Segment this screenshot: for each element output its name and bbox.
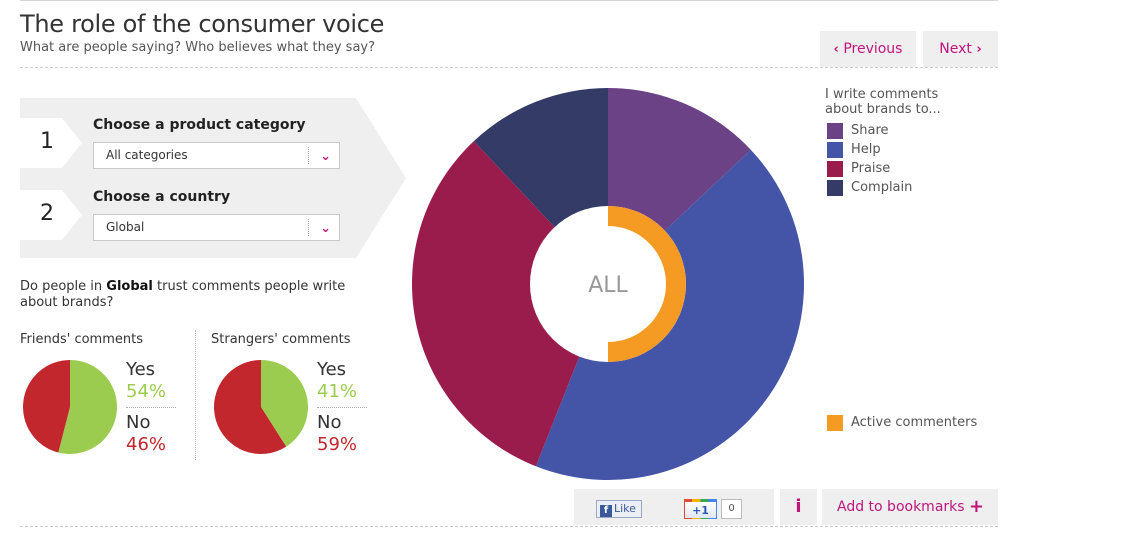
chevron-down-icon: ⌄	[320, 221, 331, 236]
strangers-slice-yes[interactable]	[261, 360, 308, 447]
friends-yes-value: 54%	[126, 381, 167, 402]
country-value: Global	[106, 220, 145, 234]
previous-label: Previous	[843, 41, 903, 57]
legend-label: Praise	[851, 161, 891, 176]
friends-no-value: 46%	[126, 434, 167, 455]
chevron-left-icon: ‹	[833, 42, 839, 57]
legend-label: Help	[851, 142, 881, 157]
page-title: The role of the consumer voice	[20, 10, 385, 38]
google-plus-button[interactable]: +1	[684, 499, 717, 519]
legend-swatch	[827, 180, 843, 196]
step-1-number: 1	[40, 129, 54, 154]
strangers-divider	[317, 407, 367, 408]
top-rule	[20, 0, 998, 1]
country-select[interactable]: Global ⌄	[93, 214, 340, 241]
friends-no-label: No	[126, 412, 151, 433]
donut-slice-praise[interactable]	[411, 141, 608, 467]
add-to-bookmarks-button[interactable]: Add to bookmarks +	[822, 489, 998, 525]
next-button[interactable]: Next ›	[923, 31, 998, 67]
legend-item-complain[interactable]: Complain	[827, 180, 912, 196]
legend-item-share[interactable]: Share	[827, 123, 889, 139]
header-divider	[20, 67, 998, 68]
strangers-chart-title: Strangers' comments	[211, 332, 351, 347]
strangers-slice-no[interactable]	[213, 360, 287, 454]
strangers-yes-label: Yes	[317, 359, 347, 380]
trust-question: Do people in Global trust comments peopl…	[20, 279, 346, 310]
legend-item-praise[interactable]: Praise	[827, 161, 890, 177]
filter-panel: 1 Choose a product category All categori…	[20, 98, 406, 258]
legend-swatch	[827, 415, 843, 431]
friends-divider	[126, 407, 176, 408]
friends-yes-label: Yes	[126, 359, 156, 380]
next-label: Next	[939, 41, 972, 57]
donut-center	[530, 206, 686, 362]
product-category-value: All categories	[106, 148, 188, 162]
legend-label: Complain	[851, 180, 913, 195]
friends-pie-chart	[23, 360, 118, 454]
previous-button[interactable]: ‹ Previous	[820, 31, 916, 67]
legend-item-help[interactable]: Help	[827, 142, 881, 158]
mini-charts-divider	[195, 330, 196, 460]
chevron-down-icon: ⌄	[320, 149, 331, 164]
donut-center-label: ALL	[588, 273, 628, 298]
chevron-right-icon: ›	[976, 42, 982, 57]
strangers-yes-value: 41%	[317, 381, 358, 402]
trust-question-country: Global	[106, 279, 153, 294]
product-category-select[interactable]: All categories ⌄	[93, 142, 340, 169]
strangers-no-value: 59%	[317, 434, 358, 455]
friends-chart-title: Friends' comments	[20, 332, 143, 347]
facebook-like-button[interactable]: f Like	[596, 500, 642, 518]
google-plus-count: 0	[721, 499, 742, 519]
bookmark-label: Add to bookmarks	[837, 499, 965, 515]
step-2-label: Choose a country	[93, 189, 231, 205]
step-1-label: Choose a product category	[93, 117, 306, 133]
step-2-number: 2	[40, 201, 54, 226]
donut-inner-ring-active-commenters[interactable]	[608, 206, 686, 362]
legend-swatch	[827, 161, 843, 177]
main-donut-chart: ALL	[411, 88, 804, 480]
plus-icon: +	[968, 496, 984, 517]
legend-label: Share	[851, 123, 889, 138]
footer-divider	[20, 526, 998, 527]
legend-title: I write comments about brands to...	[825, 87, 941, 117]
strangers-no-label: No	[317, 412, 342, 433]
legend-item-active-commenters: Active commenters	[827, 415, 977, 431]
legend-swatch	[827, 123, 843, 139]
legend-swatch	[827, 142, 843, 158]
friends-slice-no[interactable]	[23, 360, 70, 453]
page-subtitle: What are people saying? Who believes wha…	[20, 40, 376, 55]
info-button[interactable]: i	[780, 489, 817, 525]
facebook-icon: f	[600, 505, 612, 517]
strangers-pie-chart	[213, 360, 308, 454]
friends-slice-yes[interactable]	[58, 360, 118, 454]
